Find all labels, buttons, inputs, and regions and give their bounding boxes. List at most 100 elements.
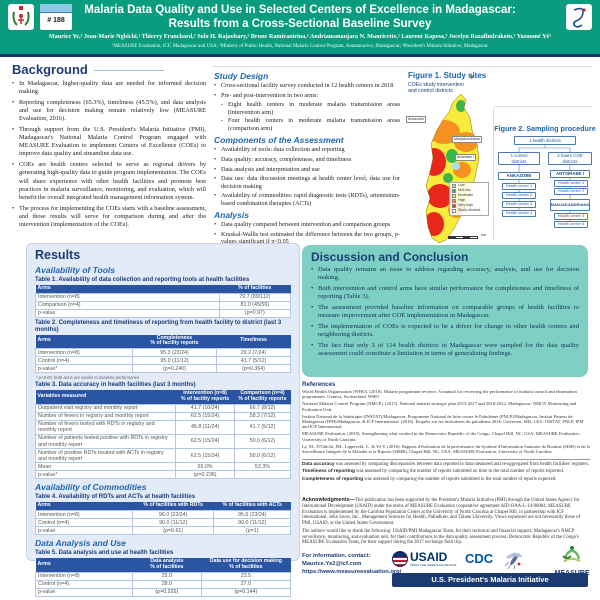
flow-health-center: Health center 1 [502,183,536,190]
background-bullets: In Madagascar, higher-quality data are n… [12,80,206,229]
figure2-title: Figure 2. Sampling procedure [494,124,596,133]
ministry-of-health-logo [8,4,34,30]
reference-item: MEASURE Evaluation. (2019). Strengthenin… [302,431,580,442]
table-row: Control (n=4) 90.0 (11/12) 90.0 (11/12) [35,518,291,528]
usaid-tagline: FROM THE AMERICAN PEOPLE [410,563,457,567]
table-row: Intervention (n=8) 25.0 23.5 [35,571,292,581]
bullet: Availability of tools: data collection a… [214,146,400,154]
background-heading: Background [12,62,206,77]
flow-health-center: Health center 4 [554,221,588,228]
contact-heading: For information, contact: [302,553,371,559]
table-row: p-value* (p=0.236) [34,470,292,480]
table-row: Comparison (n=4) 81.0 (45/56) [35,300,292,310]
table-row: p-value (p=0.926) (p=0.144) [35,587,292,597]
measure-wordmark: MEASURE [554,570,590,577]
flow-health-center: Health center 1 [554,180,588,187]
table-5: Arms Data analysis % of facilities Data … [35,558,292,597]
bullet: Pre- and post-intervention in two arms: [214,92,400,100]
legend-item: Low [452,183,486,188]
figure1-subtitle: COEs study intervention and control dist… [408,82,464,95]
table-3: Variables measured Intervention (n=8) % … [34,390,292,480]
contact-url-link[interactable]: https://www.measureevaluation.org/ [302,568,402,575]
discussion-panel: Discussion and Conclusion Data quality r… [302,245,588,377]
flow-health-center: Health center 2 [502,192,536,199]
definition: Data accuracy was assessed by comparing … [302,462,590,467]
map-scalebar [448,236,478,239]
map-callout-ankazobe: Ankazobe [406,116,426,123]
table-row: Number of positive RDTs treated with ACT… [34,448,292,464]
discussion-heading: Discussion and Conclusion [311,250,469,264]
map-scale-label: km [481,233,487,237]
table-row: p-value (p=0.61) (p=1) [35,526,291,536]
contact-email-link[interactable]: Maurice.Ye2@icf.com [302,560,362,567]
definition: Completeness of reporting was assessed b… [302,476,557,482]
bullet: The fact that only 3 of 114 health distr… [311,342,579,358]
table2-title: Table 2. Completeness and timeliness of … [35,319,282,333]
flow-coe-district-1: ANTSIRABE I [550,170,590,178]
legend-swatch [452,204,456,208]
divider-line-vertical [493,108,494,240]
definition: Timeliness of reporting was assessed by … [302,469,564,475]
bullet: Both intervention and control arms have … [311,285,579,301]
measure-evaluation-logo: MEASURE Evaluation [548,543,596,584]
bullet: COEs are health centers selected to serv… [12,161,206,201]
acknowledgments-text-2: The authors would like to thank the foll… [302,528,579,546]
bullet: Data use: data discussion meetings at he… [214,175,400,190]
table-row: Intervention (n=8) 95.3 (23/24) 29.2 (7/24… [35,348,291,358]
availability-commodities-heading: Availability of Commodities [35,482,147,493]
divider-line [494,106,592,107]
contact-block: For information, contact: Maurice.Ye2@ic… [302,553,402,576]
title-line-2: Results from a Cross-Sectional Baseline … [168,17,432,30]
table4-title: Table 4. Availability of RDTs and ACTs a… [35,494,196,501]
madagascar-map [425,93,480,244]
table5-title: Table 5. Data analysis and use at health… [35,550,174,557]
bullet: The implementation of COEs is expected t… [311,323,579,339]
reference-item: World Health Organization (WHO). (2018).… [302,389,577,400]
figure1-title: Figure 1. Study sites [408,71,487,80]
poster-number: # 188 [47,17,65,24]
partner-logo-icon [572,7,586,28]
discussion-bullets: Data quality remains an issue to address… [311,266,579,358]
methods-column: Study Design Cross-sectional facility su… [214,68,400,258]
compass-icon: ✦ [468,72,476,82]
figure2-sampling: Figure 2. Sampling procedure 3 health di… [494,124,596,242]
bullet: Kruskal-Wallis test estimated the differ… [214,231,400,246]
flow-control-district: ANKAZOBE [498,172,540,180]
flow-health-center: Health center 3 [554,213,588,220]
background-section: Background In Madagascar, higher-quality… [12,62,206,232]
legend-swatch [452,189,456,193]
table3-title: Table 3. Data accuracy in health facilit… [35,382,196,389]
bullet: Reporting completeness (65.3%), timeline… [12,99,206,123]
acknowledgments-section: Acknowledgments—This publication has bee… [302,497,590,548]
legend-item: Very high [452,203,486,208]
measure-evaluation-icon [562,546,581,563]
poster-number-badge: # 188 [40,4,72,30]
table-row: Number of fevers in registry and monthly… [34,411,292,421]
table-row: p-value* (p=0.240) (p=0.364) [35,364,291,374]
affiliations-line: ¹MEASURE Evaluation, ICF, Madagascar and… [112,44,488,49]
bullet: Data quality: accuracy, completeness, an… [214,156,400,164]
flow-health-center: Health center 3 [502,201,536,208]
results-panel: Results Availability of Tools Table 1. A… [26,243,300,597]
bullet: Availability of commodities: rapid diagn… [214,192,400,207]
table-row: Intervention (n=8) 79.7 (89/112) [35,292,292,302]
references-section: References World Health Organization (WH… [302,381,590,456]
table-row: p-value (p=0.97) [35,308,292,318]
legend-item: Study districts [452,208,486,213]
bullet: Data analysis and interpretation and use [214,166,400,174]
components-heading: Components of the Assessment [214,135,344,146]
reference-item: Ly, M., N'Gbichi, JM., Lippeveld, T., & … [302,443,590,455]
title-line-1: Malaria Data Quality and Use in Selected… [84,4,516,16]
study-design-bullets: Cross-sectional facility survey conducte… [214,82,400,132]
bullet: Data quality remains an issue to address… [311,266,579,282]
map-callout-manjakandriana: Manjakandriana [452,136,482,143]
map-legend: Low Mid-low Moderate High Very high Stud… [449,182,489,216]
header-band: # 188 Malaria Data Quality and Use in Se… [0,0,600,57]
definitions-section: Data accuracy was assessed by comparing … [302,459,590,484]
legend-swatch [452,199,456,203]
poster-title: Malaria Data Quality and Use in Selected… [76,4,524,32]
flow-control-branch: 1 control districts [498,152,540,165]
bullet: Data quality compared between interventi… [214,221,400,229]
badge-banner [40,4,72,13]
legend-item: Mid-low [452,188,486,193]
